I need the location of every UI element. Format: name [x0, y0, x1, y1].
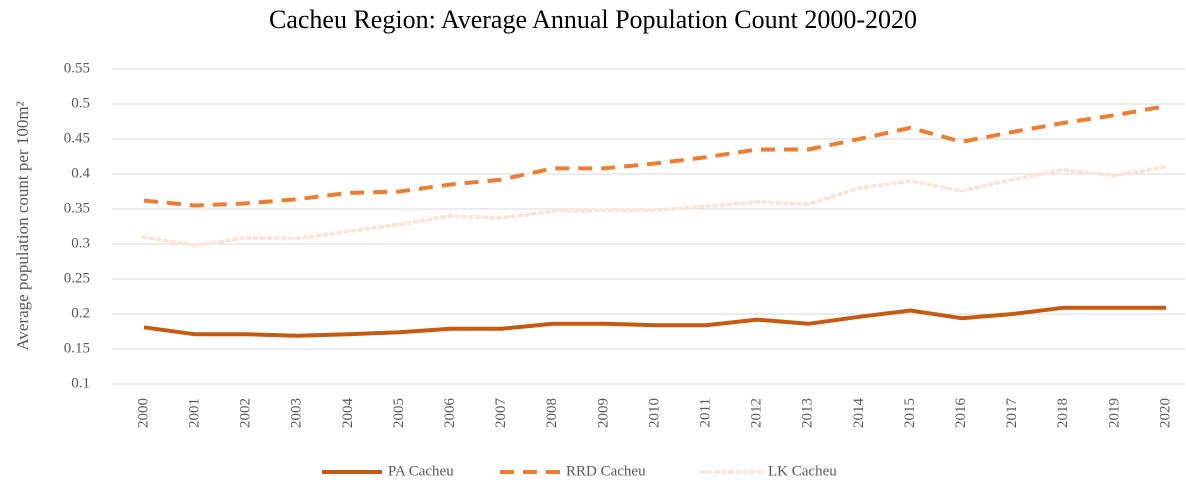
x-tick-label: 2012	[749, 398, 765, 428]
x-tick-label: 2018	[1055, 398, 1071, 428]
x-tick-label: 2014	[851, 398, 867, 429]
series-line	[143, 104, 1167, 208]
y-tick-label: 0.15	[64, 340, 90, 356]
x-tick-label: 2008	[544, 398, 560, 428]
x-tick-label: 2006	[442, 398, 458, 429]
series-line	[142, 165, 1168, 248]
x-tick-label: 2020	[1157, 398, 1173, 428]
y-tick-label: 0.45	[64, 130, 90, 146]
y-tick-label: 0.1	[71, 375, 90, 391]
x-tick-label: 2017	[1004, 398, 1020, 429]
legend-label: LK Cacheu	[768, 463, 837, 479]
chart-title: Cacheu Region: Average Annual Population…	[269, 5, 917, 34]
y-tick-label: 0.55	[64, 60, 90, 76]
y-tick-label: 0.25	[64, 270, 90, 286]
x-tick-label: 2011	[698, 398, 714, 427]
y-tick-label: 0.4	[71, 165, 90, 181]
legend-label: RRD Cacheu	[566, 463, 646, 479]
x-tick-label: 2009	[595, 398, 611, 428]
y-tick-label: 0.35	[64, 200, 90, 216]
x-tick-label: 2015	[902, 398, 918, 428]
y-axis-label: Average population count per 100m²	[13, 101, 32, 350]
x-tick-label: 2010	[646, 398, 662, 428]
y-tick-label: 0.3	[71, 235, 90, 251]
legend-label: PA Cacheu	[388, 463, 454, 479]
y-tick-label: 0.2	[71, 305, 90, 321]
y-tick-label: 0.5	[71, 95, 90, 111]
x-tick-label: 2007	[493, 398, 509, 429]
x-tick-label: 2013	[800, 398, 816, 428]
x-tick-label: 2002	[238, 398, 254, 428]
x-tick-label: 2000	[135, 398, 151, 428]
x-tick-label: 2005	[391, 398, 407, 428]
x-tick-label: 2004	[340, 398, 356, 429]
x-tick-label: 2016	[953, 398, 969, 429]
x-tick-label: 2019	[1106, 398, 1122, 428]
series-line	[143, 305, 1166, 338]
x-tick-label: 2001	[187, 398, 203, 428]
x-tick-label: 2003	[289, 398, 305, 428]
